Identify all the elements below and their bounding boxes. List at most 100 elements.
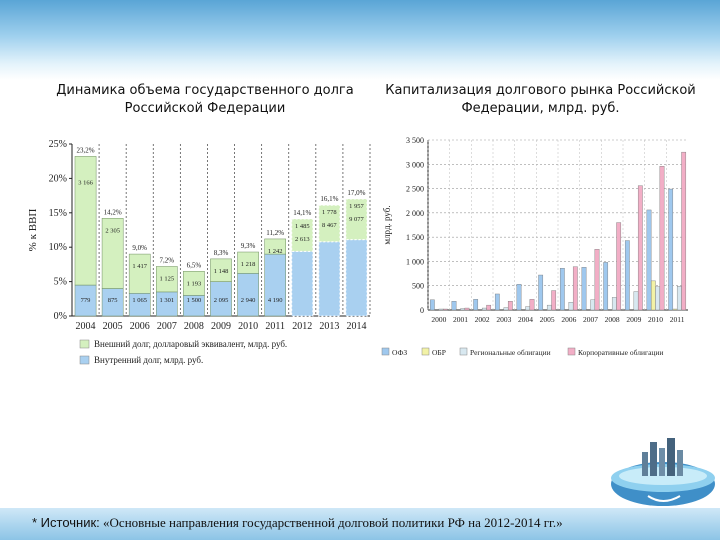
external-value-label: 2 305 bbox=[105, 227, 120, 234]
bar-internal-debt bbox=[345, 239, 368, 317]
y-tick-label: 2 000 bbox=[406, 209, 424, 218]
bar-external-debt bbox=[264, 238, 286, 255]
total-percent-label: 14,2% bbox=[104, 208, 122, 216]
internal-value-label: 875 bbox=[108, 297, 118, 304]
bar-regional bbox=[611, 297, 617, 311]
bar-external-debt bbox=[318, 204, 341, 243]
bar-ofz bbox=[516, 284, 522, 311]
x-tick-label: 2014 bbox=[346, 321, 366, 332]
total-percent-label: 7,2% bbox=[160, 256, 175, 264]
bar-regional bbox=[460, 308, 466, 311]
legend-label-internal: Внутренний долг, млрд. руб. bbox=[94, 355, 203, 365]
y-tick-label: 500 bbox=[412, 282, 424, 291]
bar-external-debt bbox=[291, 218, 314, 252]
total-percent-label: 9,0% bbox=[132, 244, 147, 252]
x-tick-label: 2011 bbox=[265, 321, 285, 332]
y-tick-label: 3 000 bbox=[406, 160, 424, 169]
bar-corporate bbox=[659, 166, 665, 311]
bar-ofz bbox=[429, 299, 435, 311]
bar-regional bbox=[655, 286, 661, 311]
internal-value-label: 2 095 bbox=[214, 297, 229, 304]
legend-label: Корпоративные облигации bbox=[578, 348, 663, 357]
x-tick-label: 2009 bbox=[211, 321, 231, 332]
y-tick-label: 25% bbox=[49, 139, 67, 150]
bar-external-debt bbox=[345, 198, 368, 241]
x-tick-label: 2011 bbox=[670, 315, 685, 324]
total-percent-label: 9,3% bbox=[241, 242, 256, 250]
legend-swatch-internal bbox=[79, 355, 90, 365]
total-percent-label: 6,5% bbox=[187, 261, 202, 269]
legend-swatch bbox=[421, 347, 430, 356]
bar-internal-debt bbox=[237, 273, 259, 317]
legend-label: ОФЗ bbox=[392, 348, 407, 357]
y-axis-label: млрд. руб. bbox=[382, 205, 392, 244]
bar-internal-debt bbox=[318, 241, 341, 317]
bar-ofz bbox=[668, 188, 674, 311]
bar-external-debt bbox=[101, 218, 124, 289]
total-percent-label: 14,1% bbox=[293, 209, 311, 217]
bar-regional bbox=[633, 291, 639, 311]
x-tick-label: 2002 bbox=[475, 315, 490, 324]
x-tick-label: 2008 bbox=[184, 321, 204, 332]
y-tick-label: 10% bbox=[49, 242, 67, 253]
internal-value-label: 1 500 bbox=[187, 297, 202, 304]
external-value-label: 1 242 bbox=[268, 248, 283, 255]
bar-internal-debt bbox=[264, 253, 286, 317]
y-tick-label: 1 000 bbox=[406, 257, 424, 266]
forecast-value-label: 1 778 bbox=[322, 209, 337, 216]
x-tick-label: 2009 bbox=[626, 315, 641, 324]
external-value-label: 1 218 bbox=[241, 261, 256, 268]
x-tick-label: 2008 bbox=[605, 315, 620, 324]
y-tick-label: 3 500 bbox=[406, 136, 424, 145]
legend-swatch bbox=[567, 347, 576, 356]
bar-corporate bbox=[551, 290, 557, 311]
total-percent-label: 16,1% bbox=[320, 195, 338, 203]
total-percent-label: 8,3% bbox=[214, 249, 229, 257]
source-text: «Основные направления государственной до… bbox=[103, 515, 563, 530]
internal-value-label: 1 301 bbox=[160, 297, 175, 304]
forecast-value-label: 1 957 bbox=[349, 203, 364, 210]
internal-value-label: 779 bbox=[81, 297, 91, 304]
x-tick-label: 2005 bbox=[540, 315, 555, 324]
x-tick-label: 2000 bbox=[431, 315, 446, 324]
bar-regional bbox=[481, 307, 487, 311]
y-axis-label: % к ВВП bbox=[27, 209, 39, 252]
x-tick-label: 2004 bbox=[76, 321, 96, 332]
forecast-value-label: 8 467 bbox=[322, 222, 337, 229]
external-value-label: 1 125 bbox=[160, 275, 175, 282]
external-value-label: 1 193 bbox=[187, 280, 202, 287]
x-tick-label: 2007 bbox=[583, 315, 598, 324]
bar-regional bbox=[525, 306, 531, 311]
y-tick-label: 0 bbox=[420, 306, 424, 315]
bar-external-debt bbox=[237, 251, 259, 274]
bar-corporate bbox=[464, 307, 470, 311]
footer-gradient-band bbox=[0, 508, 720, 540]
x-tick-label: 2006 bbox=[561, 315, 576, 324]
bar-ofz bbox=[473, 299, 479, 311]
y-tick-label: 0% bbox=[54, 311, 67, 322]
external-value-label: 1 148 bbox=[214, 268, 229, 275]
bar-ofz bbox=[624, 240, 630, 311]
external-value-label: 3 166 bbox=[78, 179, 93, 186]
header-gradient-band bbox=[0, 0, 720, 80]
x-tick-label: 2013 bbox=[319, 321, 339, 332]
bar-external-debt bbox=[210, 258, 232, 282]
total-percent-label: 17,0% bbox=[347, 189, 365, 197]
bar-regional bbox=[676, 285, 682, 311]
internal-value-label: 4 190 bbox=[268, 297, 283, 304]
x-tick-label: 2010 bbox=[648, 315, 663, 324]
x-tick-label: 2007 bbox=[157, 321, 177, 332]
bar-ofz bbox=[494, 293, 500, 311]
y-tick-label: 2 500 bbox=[406, 185, 424, 194]
x-tick-label: 2001 bbox=[453, 315, 468, 324]
left-chart-title: Динамика объема государственного долга Р… bbox=[56, 83, 354, 116]
city-globe-icon bbox=[611, 438, 715, 506]
y-tick-label: 20% bbox=[49, 173, 67, 184]
bar-corporate bbox=[594, 249, 600, 311]
x-tick-label: 2005 bbox=[103, 321, 123, 332]
legend-label-external: Внешний долг, долларовый эквивалент, млр… bbox=[94, 339, 287, 349]
bar-corporate bbox=[572, 266, 578, 311]
bar-regional bbox=[546, 304, 552, 311]
bar-corporate bbox=[486, 304, 492, 311]
bar-ofz bbox=[538, 274, 544, 311]
